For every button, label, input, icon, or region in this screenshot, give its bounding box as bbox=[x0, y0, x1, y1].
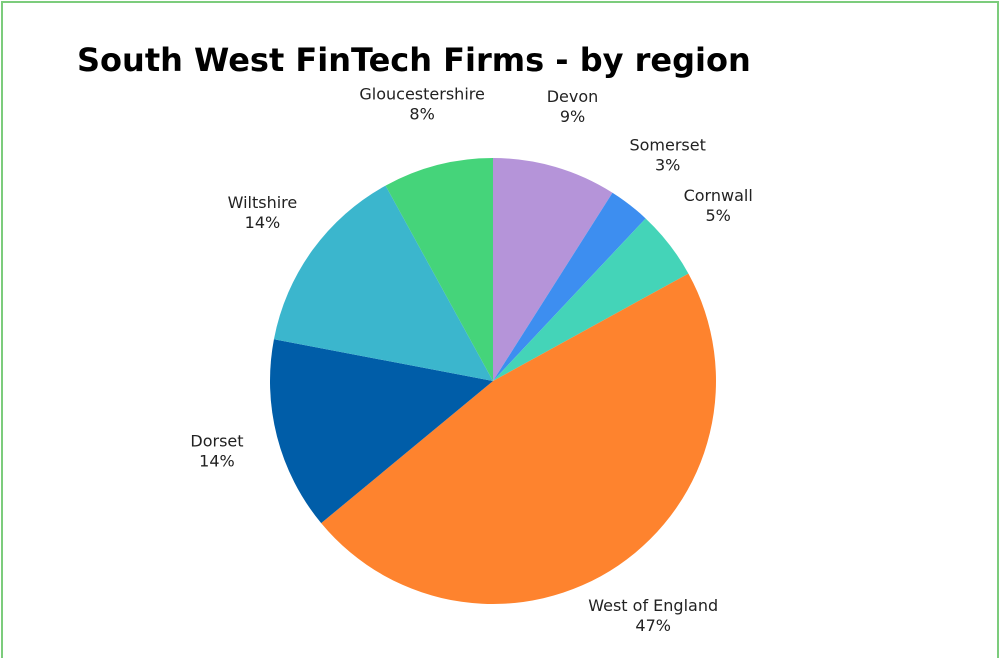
slice-label-name: West of England bbox=[588, 596, 718, 615]
slice-label-name: Wiltshire bbox=[228, 193, 298, 212]
slice-label-value: 8% bbox=[409, 104, 434, 123]
pie-slice bbox=[270, 339, 493, 524]
slice-label-name: Dorset bbox=[190, 431, 243, 450]
chart-title: South West FinTech Firms - by region bbox=[77, 41, 751, 79]
pie-slice bbox=[321, 273, 717, 605]
slice-label-value: 47% bbox=[635, 616, 671, 635]
pie-slice bbox=[273, 185, 493, 381]
pie-slice bbox=[493, 158, 613, 381]
slice-label-name: Devon bbox=[547, 87, 599, 106]
pie-slice bbox=[493, 192, 646, 381]
slice-label-value: 14% bbox=[199, 451, 235, 470]
slice-label-name: Somerset bbox=[629, 135, 705, 154]
slice-label-name: Cornwall bbox=[684, 186, 753, 205]
slice-label-value: 14% bbox=[245, 213, 281, 232]
slice-label-name: Gloucestershire bbox=[359, 84, 484, 103]
pie-slice bbox=[493, 218, 689, 381]
slice-label-value: 5% bbox=[705, 206, 730, 225]
slice-label-value: 9% bbox=[560, 107, 585, 126]
pie-slice bbox=[385, 158, 493, 381]
slice-label-value: 3% bbox=[655, 155, 680, 174]
